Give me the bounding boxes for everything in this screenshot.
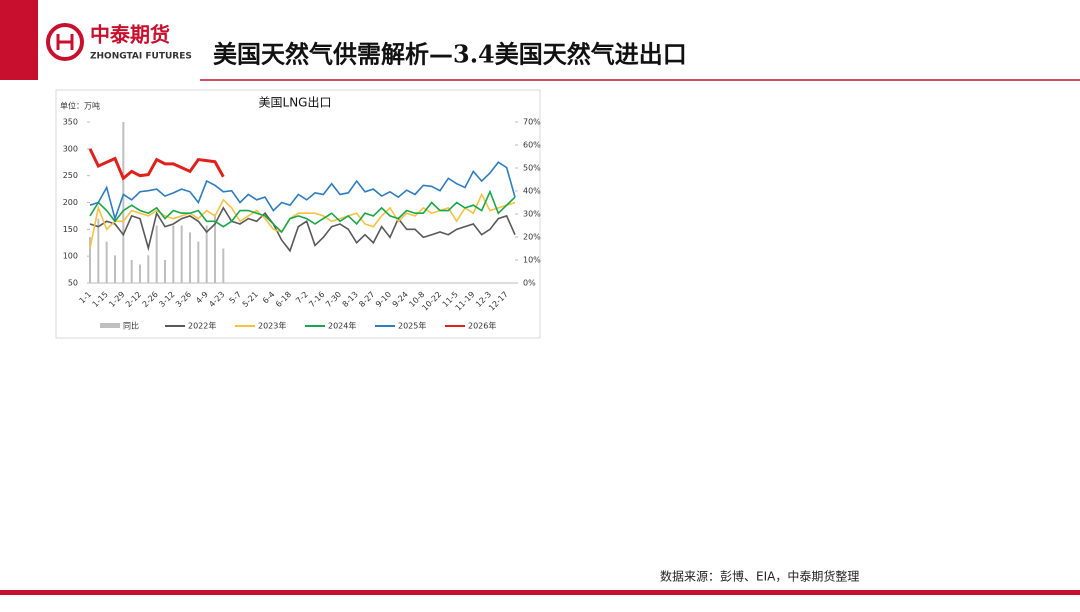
bar	[197, 241, 200, 283]
bar	[155, 225, 158, 283]
line	[88, 148, 225, 181]
line	[89, 161, 516, 222]
bar	[222, 248, 225, 283]
y2-tick-label: 10%	[523, 256, 541, 265]
y2-tick-label: 70%	[523, 118, 541, 127]
source: 数据来源：彭博、EIA，中泰期货整理	[660, 569, 859, 584]
logo-cn: 中泰期货	[90, 23, 170, 47]
bar	[147, 255, 150, 283]
legend-label: 2025年	[398, 321, 426, 331]
y2-tick-label: 30%	[523, 210, 541, 219]
logo-mark	[56, 34, 74, 50]
y-tick-label: 250	[63, 171, 78, 180]
y-tick-label: 300	[63, 144, 78, 153]
line	[89, 189, 516, 234]
footer-band	[0, 590, 1080, 595]
bar	[130, 260, 133, 283]
legend-label: 2023年	[258, 321, 286, 331]
slide-title: 美国天然气供需解析—3.4美国天然气进出口	[213, 40, 687, 69]
y2-tick-label: 40%	[523, 187, 541, 196]
bar	[105, 241, 108, 283]
bar	[189, 232, 191, 283]
y-tick-label: 150	[63, 225, 78, 234]
bar	[205, 225, 208, 283]
bar	[122, 122, 125, 283]
legend-label: 2024年	[328, 321, 356, 331]
line	[89, 206, 516, 253]
bar	[214, 214, 216, 283]
bar	[89, 237, 91, 283]
bar	[114, 255, 116, 283]
bar	[139, 264, 141, 283]
chart-title: 美国LNG出口	[259, 96, 332, 110]
bar	[180, 225, 183, 283]
legend-label: 2026年	[468, 321, 496, 331]
y-tick-label: 50	[68, 279, 78, 288]
y-tick-label: 100	[63, 252, 78, 261]
bar	[97, 218, 100, 283]
y-tick-label: 350	[63, 118, 78, 127]
y-tick-label: 200	[63, 198, 78, 207]
bar	[172, 225, 175, 283]
y2-tick-label: 50%	[523, 164, 541, 173]
unit-label: 单位：万吨	[60, 101, 100, 111]
bar	[164, 260, 166, 283]
y2-tick-label: 60%	[523, 141, 541, 150]
y2-tick-label: 20%	[523, 233, 541, 242]
legend-label: 同比	[123, 321, 139, 331]
header-band	[0, 0, 38, 80]
logo-icon	[46, 23, 84, 61]
logo-en: ZHONGTAI FUTURES	[90, 52, 192, 62]
legend-swatch	[100, 323, 120, 328]
legend-label: 2022年	[188, 321, 216, 331]
y2-tick-label: 0%	[523, 279, 536, 288]
